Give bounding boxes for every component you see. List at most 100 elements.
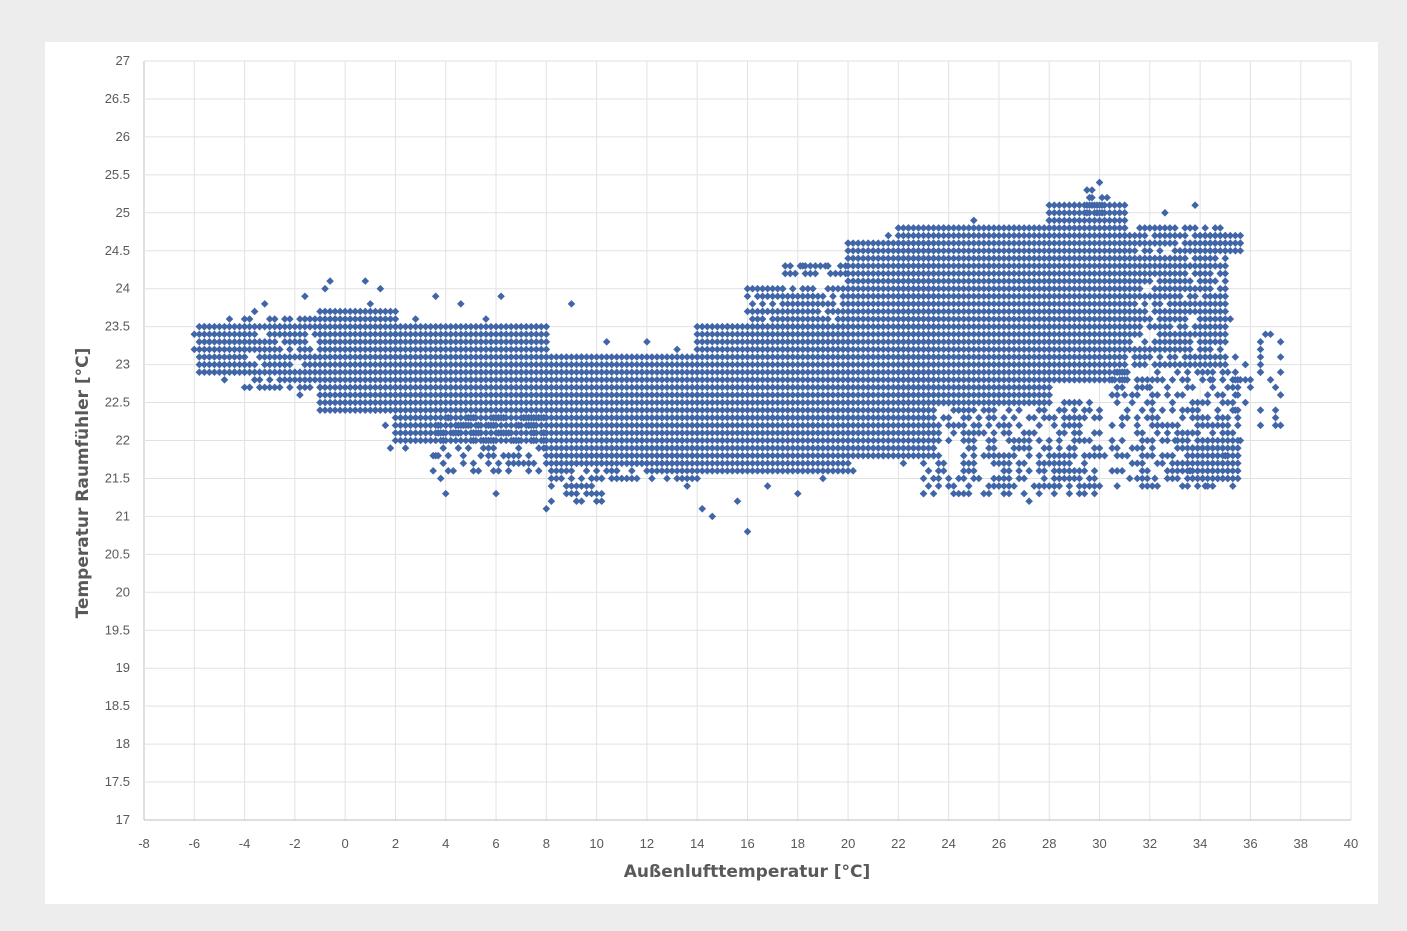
data-point bbox=[1005, 338, 1013, 346]
data-point bbox=[607, 353, 616, 361]
data-point bbox=[648, 360, 656, 369]
data-point bbox=[869, 360, 878, 369]
data-point bbox=[1090, 231, 1099, 240]
data-point bbox=[1040, 467, 1049, 475]
data-point bbox=[975, 239, 983, 247]
data-point bbox=[439, 436, 448, 445]
data-point bbox=[804, 398, 812, 407]
data-point bbox=[854, 284, 862, 293]
data-point bbox=[472, 322, 480, 331]
data-point bbox=[834, 368, 842, 376]
data-point bbox=[301, 375, 309, 384]
data-point bbox=[326, 322, 334, 331]
data-point bbox=[431, 322, 440, 331]
data-point bbox=[633, 353, 641, 361]
data-point bbox=[326, 368, 334, 376]
data-point bbox=[356, 338, 365, 346]
data-point bbox=[854, 246, 862, 255]
data-point bbox=[1135, 269, 1144, 278]
data-point bbox=[452, 360, 460, 369]
data-point bbox=[1118, 436, 1126, 445]
data-point bbox=[904, 254, 913, 263]
data-point bbox=[1030, 353, 1038, 361]
data-point bbox=[1110, 353, 1119, 361]
data-point bbox=[809, 330, 817, 339]
data-point bbox=[1090, 262, 1099, 270]
data-point bbox=[1211, 322, 1220, 331]
data-point bbox=[809, 406, 817, 414]
data-point bbox=[879, 383, 888, 392]
data-point bbox=[768, 284, 777, 293]
data-point bbox=[225, 368, 234, 376]
data-point bbox=[582, 383, 591, 392]
data-point bbox=[1055, 482, 1064, 490]
data-point bbox=[869, 451, 878, 460]
data-point bbox=[311, 330, 319, 339]
data-point bbox=[467, 338, 475, 346]
data-point bbox=[884, 353, 893, 361]
data-point bbox=[914, 277, 923, 285]
data-point bbox=[975, 413, 983, 422]
data-point bbox=[1135, 254, 1144, 263]
data-point bbox=[924, 322, 933, 331]
data-point bbox=[1005, 239, 1013, 247]
data-point bbox=[542, 421, 551, 430]
data-point bbox=[1000, 489, 1008, 498]
data-point bbox=[1005, 482, 1013, 490]
data-point bbox=[1110, 209, 1119, 217]
data-point bbox=[909, 436, 918, 445]
data-point bbox=[904, 231, 913, 240]
data-point bbox=[909, 338, 918, 346]
data-point bbox=[864, 246, 872, 255]
data-point bbox=[758, 383, 767, 392]
data-point bbox=[1110, 224, 1119, 232]
data-point bbox=[990, 429, 998, 437]
data-point bbox=[788, 330, 797, 339]
data-point bbox=[1176, 360, 1184, 369]
data-point bbox=[980, 246, 988, 255]
data-point bbox=[1085, 246, 1094, 255]
data-point bbox=[346, 391, 354, 399]
data-point bbox=[964, 413, 973, 422]
data-point bbox=[909, 262, 918, 270]
data-point bbox=[623, 429, 631, 437]
data-point bbox=[1110, 201, 1119, 210]
data-point bbox=[899, 330, 908, 339]
data-point bbox=[829, 436, 837, 445]
data-point bbox=[1075, 482, 1084, 490]
data-point bbox=[854, 451, 862, 460]
data-point bbox=[1135, 292, 1144, 301]
data-point bbox=[1105, 254, 1114, 263]
data-point bbox=[653, 413, 661, 422]
data-point bbox=[376, 353, 385, 361]
data-point bbox=[406, 338, 415, 346]
data-point bbox=[281, 338, 289, 346]
data-point bbox=[1156, 360, 1164, 369]
data-point bbox=[195, 330, 204, 339]
data-point bbox=[1183, 368, 1192, 376]
data-point bbox=[326, 315, 334, 323]
data-point bbox=[1181, 239, 1189, 247]
data-point bbox=[1045, 383, 1054, 392]
data-point bbox=[949, 383, 958, 392]
data-point bbox=[633, 406, 641, 414]
data-point bbox=[1095, 353, 1104, 361]
data-point bbox=[934, 322, 943, 331]
data-point bbox=[934, 451, 943, 460]
data-point bbox=[814, 292, 822, 301]
data-point bbox=[718, 467, 727, 475]
data-point bbox=[502, 353, 510, 361]
data-point bbox=[477, 345, 485, 354]
data-point bbox=[1115, 330, 1124, 339]
data-point bbox=[386, 391, 395, 399]
data-point bbox=[1015, 300, 1023, 308]
data-point bbox=[864, 307, 872, 316]
data-point bbox=[1000, 292, 1008, 301]
data-point bbox=[924, 300, 933, 308]
data-point bbox=[814, 383, 822, 392]
data-point bbox=[809, 292, 817, 301]
data-point bbox=[522, 436, 531, 445]
data-point bbox=[824, 406, 832, 414]
data-point bbox=[1216, 231, 1225, 240]
data-point bbox=[494, 429, 503, 437]
